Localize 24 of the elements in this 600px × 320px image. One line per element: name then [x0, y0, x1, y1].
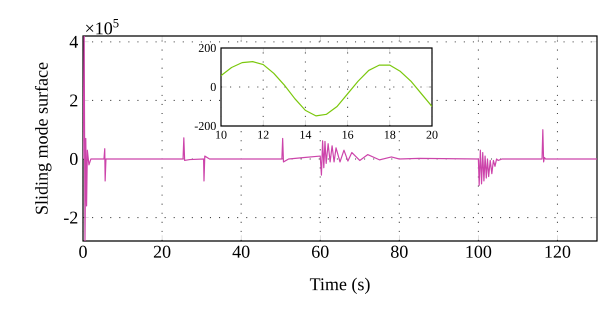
y-tick-label: -200 [194, 122, 216, 130]
x-tick-label: 120 [546, 246, 570, 258]
y-tick-label: 200 [198, 44, 216, 52]
y-axis-title: Sliding mode surface [34, 62, 52, 214]
x-tick-label: 10 [216, 130, 227, 139]
x-tick-label: 40 [232, 246, 250, 258]
x-tick-label: 20 [426, 130, 438, 139]
x-tick-label: 20 [154, 246, 170, 258]
y-tick-label: 2 [70, 94, 78, 106]
text: ×10$^{5}$ [86, 18, 119, 34]
x-tick-label: 12 [258, 130, 269, 139]
x-tick-label: 16 [342, 130, 354, 139]
x-axis-title: Time (s) [310, 278, 370, 294]
x-tick-label: 18 [384, 130, 396, 139]
x-tick-label: 0 [79, 246, 87, 258]
x-tick-label: 100 [466, 246, 492, 258]
x-tick-label: 60 [312, 246, 329, 258]
y-tick-label: 4 [70, 36, 78, 48]
x-tick-label: 14 [300, 130, 312, 139]
y-tick-label: 0 [70, 152, 78, 166]
line-series [221, 61, 432, 116]
y-tick-label: -2 [64, 212, 78, 224]
x-tick-label: 80 [390, 246, 408, 258]
y-tick-label: 0 [210, 82, 216, 92]
